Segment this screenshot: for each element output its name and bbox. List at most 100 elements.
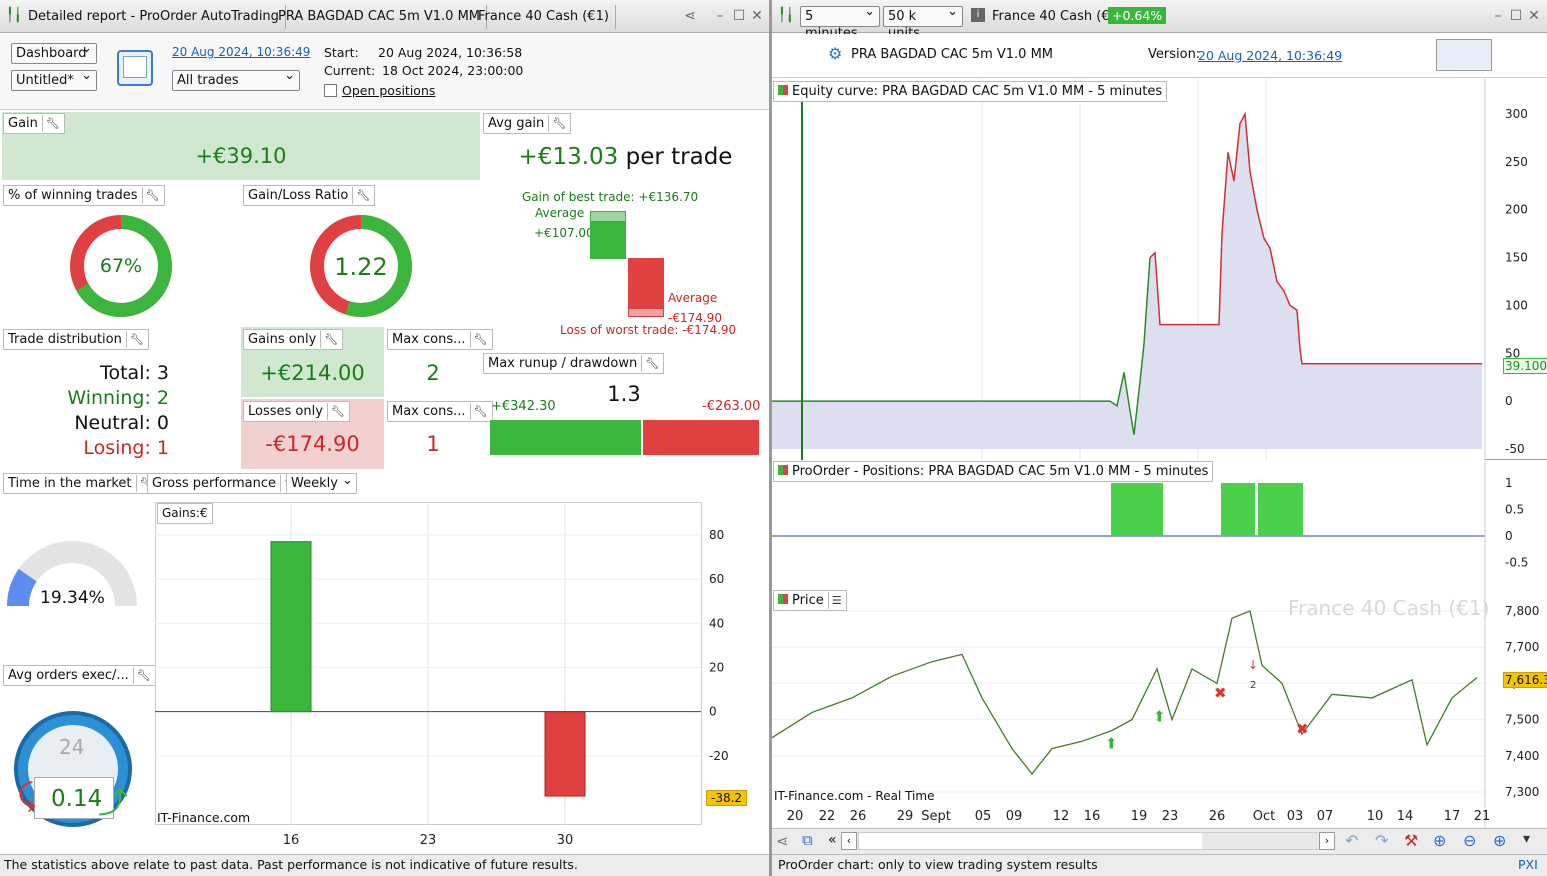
wrench-icon[interactable]: 🔧︎ bbox=[141, 187, 160, 204]
wrench-icon[interactable]: 🔧︎ bbox=[352, 187, 370, 204]
y-tick-label: 0 bbox=[709, 705, 717, 719]
gross-perf-current-label: -38.2 bbox=[706, 790, 748, 806]
x-tick-label: 29 bbox=[897, 809, 914, 824]
minimize-icon[interactable]: – bbox=[716, 8, 724, 24]
chart-window-icon[interactable]: ⧉ bbox=[802, 831, 813, 849]
backtest-report-icon[interactable] bbox=[1436, 39, 1492, 71]
left-window-title: Detailed report - ProOrder AutoTrading bbox=[22, 5, 286, 29]
info-icon[interactable]: i bbox=[971, 8, 985, 22]
wrench-icon[interactable]: 🔧︎ bbox=[469, 331, 488, 348]
bar-16 bbox=[270, 541, 312, 713]
tab-strategy[interactable]: PRA BAGDAD CAC 5m V1.0 MM bbox=[272, 5, 487, 29]
drawdown-value: -€263.00 bbox=[702, 399, 761, 414]
open-positions-label[interactable]: Open positions bbox=[342, 83, 436, 98]
wrench-icon[interactable]: 🔧︎ bbox=[641, 355, 659, 372]
winning-pct-title[interactable]: % of winning trades 🔧︎ bbox=[3, 185, 165, 206]
wrench-icon[interactable]: 🔧︎ bbox=[469, 403, 488, 420]
avg-gain-title[interactable]: Avg gain 🔧︎ bbox=[483, 113, 572, 134]
y-tick-label: 1 bbox=[1505, 476, 1513, 490]
timeframe-select[interactable]: 5 minutes bbox=[800, 3, 880, 41]
price-current-value: 7,616.3 bbox=[1503, 672, 1547, 688]
version-label: Version: bbox=[1148, 47, 1201, 62]
x-tick-label: 07 bbox=[1317, 809, 1334, 824]
gross-perf-title[interactable]: Gross performance🔧︎ bbox=[147, 473, 303, 494]
wrench-icon[interactable]: 🔧︎ bbox=[125, 331, 144, 348]
x-tick-label: 26 bbox=[1209, 809, 1226, 824]
untitled-select[interactable]: Untitled* bbox=[11, 67, 97, 91]
zoom-fit-icon[interactable]: ⊕ bbox=[1433, 831, 1447, 850]
open-positions-checkbox[interactable] bbox=[324, 84, 337, 97]
avg-orders-title[interactable]: Avg orders exec/... 🔧︎ bbox=[3, 665, 156, 686]
more-tools-icon[interactable]: ▾ bbox=[1523, 831, 1531, 847]
scroll-start-icon[interactable]: « bbox=[828, 832, 837, 848]
undo-icon[interactable]: ↶ bbox=[1345, 831, 1359, 850]
maximize-icon[interactable]: ☐ bbox=[1509, 8, 1523, 24]
equity-title: Equity curve: PRA BAGDAD CAC 5m V1.0 MM … bbox=[773, 81, 1168, 102]
x-tick-label: 23 bbox=[1162, 809, 1179, 824]
max-cons-losses-value: 1 bbox=[426, 432, 440, 456]
gain-loss-value: 1.22 bbox=[334, 253, 388, 281]
x-tick-label: 09 bbox=[1006, 809, 1023, 824]
zoom-in-icon[interactable]: ⊕ bbox=[1493, 831, 1507, 850]
scrollbar-thumb[interactable] bbox=[1202, 833, 1318, 849]
window-divider[interactable] bbox=[769, 0, 772, 876]
y-tick-label: -0.5 bbox=[1505, 556, 1528, 570]
best-trade-bar bbox=[590, 211, 626, 222]
trade-marker-icon: ✖ bbox=[1296, 720, 1309, 738]
wrench-icon[interactable]: 🔧︎ bbox=[326, 403, 345, 420]
scroll-right-icon[interactable]: › bbox=[1319, 832, 1335, 850]
chart-tools-icon[interactable]: ⚒ bbox=[1404, 831, 1419, 850]
pxi-icon[interactable]: PXI bbox=[1518, 857, 1538, 872]
list-icon[interactable]: ☰ bbox=[827, 592, 842, 609]
wrench-icon[interactable]: 🔧︎ bbox=[320, 331, 338, 348]
position-block bbox=[1111, 483, 1163, 536]
redo-icon[interactable]: ↷ bbox=[1375, 831, 1389, 850]
y-tick-label: 250 bbox=[1505, 155, 1528, 169]
version-link[interactable]: 20 Aug 2024, 10:36:49 bbox=[1198, 48, 1343, 63]
trades-filter-select[interactable]: All trades bbox=[172, 67, 300, 91]
price-watermark: France 40 Cash (€1) bbox=[1288, 596, 1490, 620]
positions-chart: 1 0.5 0 -0.5 bbox=[772, 461, 1528, 589]
wrench-icon[interactable]: 🔧︎ bbox=[41, 115, 60, 132]
date-link[interactable]: 20 Aug 2024, 10:36:49 bbox=[172, 45, 311, 59]
max-cons-wins-value: 2 bbox=[426, 361, 440, 385]
gain-loss-ratio-title[interactable]: Gain/Loss Ratio 🔧︎ bbox=[243, 185, 376, 206]
position-block bbox=[1221, 483, 1255, 536]
y-tick-label: 7,500 bbox=[1505, 713, 1539, 727]
y-tick-label: -50 bbox=[1505, 442, 1525, 456]
dashboard-select[interactable]: Dashboard bbox=[11, 40, 97, 64]
x-tick-label: 17 bbox=[1444, 809, 1461, 824]
y-tick-label: 40 bbox=[709, 616, 724, 630]
tab-instrument[interactable]: France 40 Cash (€1) bbox=[472, 5, 616, 29]
max-cons-wins-title[interactable]: Max cons... 🔧︎ bbox=[387, 329, 493, 350]
report-settings-icon[interactable] bbox=[117, 50, 153, 86]
zoom-out-icon[interactable]: ⊖ bbox=[1463, 831, 1477, 850]
close-icon[interactable]: ✕ bbox=[1528, 8, 1540, 24]
close-icon[interactable]: ✕ bbox=[751, 8, 763, 24]
clock-number: 24 bbox=[59, 735, 85, 759]
losses-only-title[interactable]: Losses only 🔧︎ bbox=[243, 401, 350, 422]
minimize-icon[interactable]: – bbox=[1494, 8, 1502, 24]
bar-30 bbox=[544, 711, 586, 797]
wrench-icon[interactable]: 🔧︎ bbox=[132, 667, 151, 684]
x-tick-label: 16 bbox=[1084, 809, 1101, 824]
gain-title[interactable]: Gain 🔧︎ bbox=[3, 113, 65, 134]
time-market-title[interactable]: Time in the market🔧︎ bbox=[3, 473, 159, 494]
units-select[interactable]: 50 k units bbox=[883, 3, 963, 41]
x-tick-label: 03 bbox=[1287, 809, 1304, 824]
trade-distribution-title[interactable]: Trade distribution 🔧︎ bbox=[3, 329, 149, 350]
equity-current-value: 39.100 bbox=[1503, 358, 1547, 374]
x-tick-label: 19 bbox=[1131, 809, 1148, 824]
wrench-icon[interactable]: 🔧︎ bbox=[548, 115, 566, 132]
runup-title[interactable]: Max runup / drawdown 🔧︎ bbox=[483, 353, 665, 374]
gains-only-title[interactable]: Gains only 🔧︎ bbox=[243, 329, 344, 350]
max-cons-losses-title[interactable]: Max cons... 🔧︎ bbox=[387, 401, 493, 422]
period-select[interactable]: Weekly ⌄ bbox=[286, 473, 357, 494]
gross-perf-legend: Gains:€ bbox=[157, 503, 213, 524]
share-icon[interactable]: ⋖ bbox=[776, 832, 789, 850]
winning-trades: Winning: 2 bbox=[67, 387, 169, 409]
equity-line-gain bbox=[772, 257, 1151, 435]
maximize-icon[interactable]: ☐ bbox=[732, 8, 746, 24]
scroll-left-icon[interactable]: ‹ bbox=[841, 832, 857, 850]
share-icon[interactable]: ⋖ bbox=[684, 8, 696, 24]
